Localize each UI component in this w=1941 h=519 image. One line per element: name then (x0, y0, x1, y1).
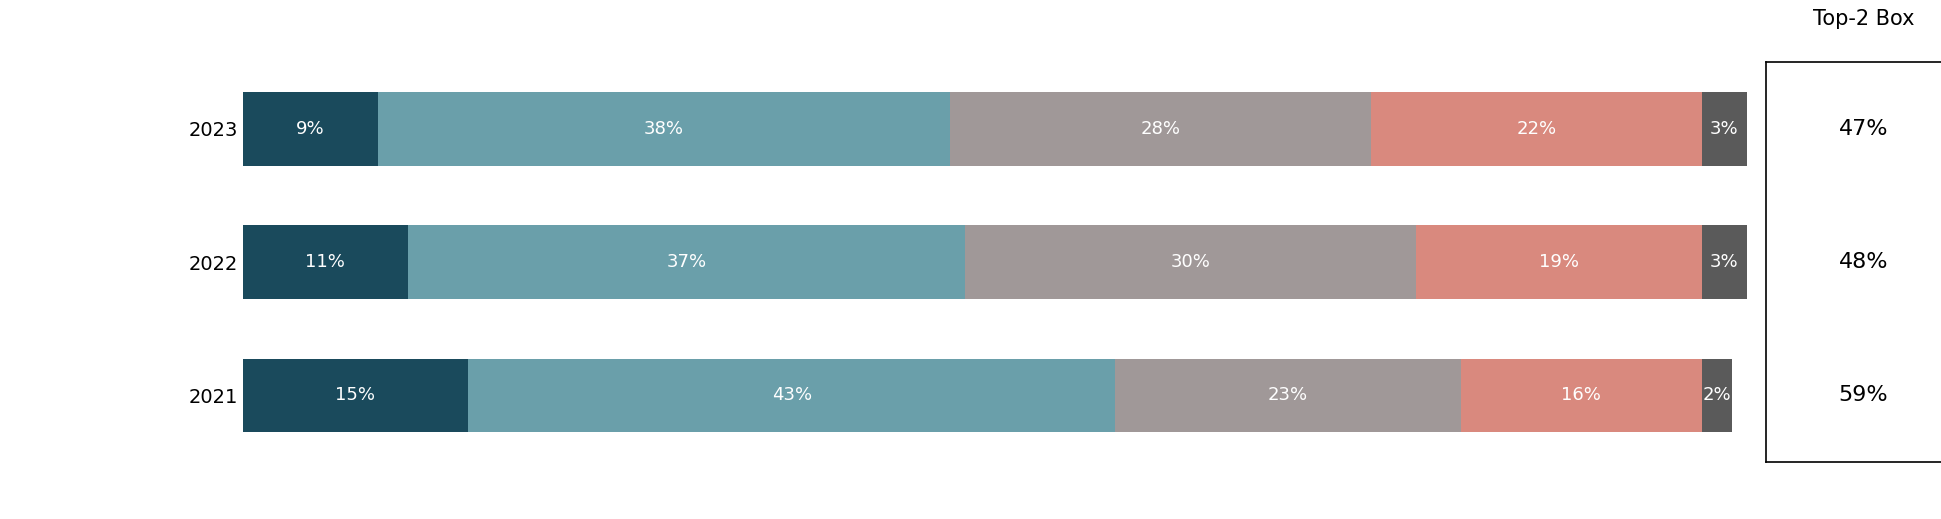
Bar (949, 92, 1370, 166)
Text: 3%: 3% (1710, 120, 1739, 138)
Bar (965, 225, 1417, 299)
Bar (1462, 359, 1702, 432)
Text: 15%: 15% (336, 386, 375, 404)
Bar (243, 92, 378, 166)
Bar (1702, 359, 1731, 432)
Text: 47%: 47% (1838, 119, 1889, 139)
Text: 11%: 11% (305, 253, 345, 271)
Text: 38%: 38% (644, 120, 683, 138)
Bar (1702, 92, 1747, 166)
Bar (243, 225, 408, 299)
Text: 37%: 37% (666, 253, 707, 271)
Text: 43%: 43% (773, 386, 811, 404)
Bar (1116, 359, 1462, 432)
Text: 48%: 48% (1838, 252, 1889, 272)
Bar (1370, 92, 1702, 166)
Bar (1417, 225, 1702, 299)
Text: Top-2 Box: Top-2 Box (1813, 9, 1914, 29)
Text: 59%: 59% (1838, 385, 1889, 405)
Bar (243, 359, 468, 432)
Text: 3%: 3% (1710, 253, 1739, 271)
Bar (408, 225, 965, 299)
Text: 16%: 16% (1561, 386, 1601, 404)
Bar (468, 359, 1114, 432)
Bar (378, 92, 949, 166)
Text: 30%: 30% (1170, 253, 1211, 271)
Text: 19%: 19% (1539, 253, 1578, 271)
Text: 23%: 23% (1267, 386, 1308, 404)
Text: 2%: 2% (1702, 386, 1731, 404)
Text: 28%: 28% (1139, 120, 1180, 138)
Bar (1702, 225, 1747, 299)
Text: 22%: 22% (1516, 120, 1557, 138)
Text: 9%: 9% (297, 120, 324, 138)
